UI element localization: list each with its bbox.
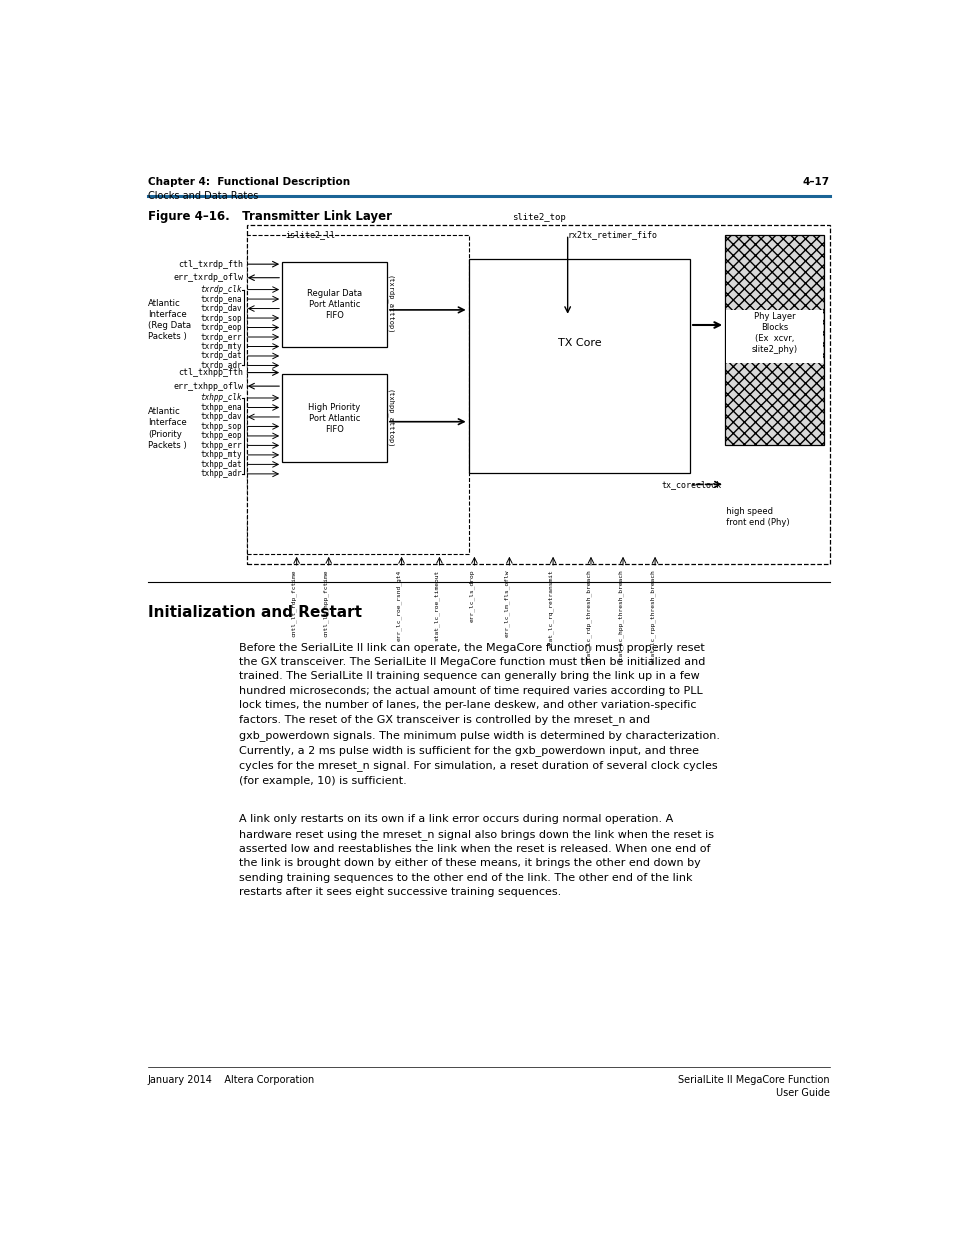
Text: slite2_top: slite2_top <box>511 214 565 222</box>
Text: ctl_txhpp_fth: ctl_txhpp_fth <box>178 368 243 377</box>
Text: Chapter 4:  Functional Description: Chapter 4: Functional Description <box>148 178 350 188</box>
Text: txrdp_adr: txrdp_adr <box>200 361 241 370</box>
Text: ctl_txrdp_fth: ctl_txrdp_fth <box>178 259 243 269</box>
Text: islite2_ll: islite2_ll <box>285 231 335 240</box>
Text: txrdp_clk: txrdp_clk <box>200 285 241 294</box>
Text: A link only restarts on its own if a link error occurs during normal operation. : A link only restarts on its own if a lin… <box>239 814 714 897</box>
Text: txhpp_sop: txhpp_sop <box>200 422 241 431</box>
Text: txrdp_mty: txrdp_mty <box>200 342 241 351</box>
Text: Initialization and Restart: Initialization and Restart <box>148 605 361 620</box>
Text: txrdp_ena: txrdp_ena <box>200 295 241 304</box>
Text: Before the SerialLite II link can operate, the MegaCore function must properly r: Before the SerialLite II link can operat… <box>239 642 720 785</box>
Bar <box>725 310 822 363</box>
Text: stat_lc_hpp_thresh_breach: stat_lc_hpp_thresh_breach <box>617 569 622 663</box>
Text: txhpp_mty: txhpp_mty <box>200 451 241 459</box>
FancyBboxPatch shape <box>247 236 468 553</box>
Text: txhpp_dat: txhpp_dat <box>200 459 241 469</box>
Text: txrdp_err: txrdp_err <box>200 332 241 342</box>
Text: rx2tx_retimer_fifo: rx2tx_retimer_fifo <box>567 231 657 240</box>
Text: stat_lc_roe_timeout: stat_lc_roe_timeout <box>434 569 439 641</box>
Text: stat_lc_rdp_thresh_breach: stat_lc_rdp_thresh_breach <box>585 569 590 663</box>
FancyBboxPatch shape <box>247 225 829 564</box>
Bar <box>468 259 689 473</box>
Bar <box>282 374 387 462</box>
Text: txrdp_sop: txrdp_sop <box>200 314 241 322</box>
Text: (txhpp_atttop): (txhpp_atttop) <box>386 389 393 448</box>
Text: txhpp_err: txhpp_err <box>200 441 241 450</box>
Text: Atlantic
Interface
(Reg Data
Packets ): Atlantic Interface (Reg Data Packets ) <box>148 299 191 341</box>
Text: cntl_lt_hpp_fctime: cntl_lt_hpp_fctime <box>323 569 329 637</box>
Text: Phy Layer
Blocks
(Ex  xcvr,
slite2_phy): Phy Layer Blocks (Ex xcvr, slite2_phy) <box>751 311 797 354</box>
Text: txhpp_clk: txhpp_clk <box>200 394 241 403</box>
Text: txrdp_dav: txrdp_dav <box>200 304 241 312</box>
Text: txrdp_eop: txrdp_eop <box>200 324 241 332</box>
Text: SerialLite II MegaCore Function
User Guide: SerialLite II MegaCore Function User Gui… <box>678 1074 829 1098</box>
Text: Clocks and Data Rates: Clocks and Data Rates <box>148 191 258 201</box>
Text: high speed
  front end (Phy): high speed front end (Phy) <box>720 506 789 526</box>
Text: txhpp_dav: txhpp_dav <box>200 412 241 421</box>
Text: txrdp_dat: txrdp_dat <box>200 352 241 361</box>
Text: stat_lc_rq_retransmit: stat_lc_rq_retransmit <box>547 569 553 648</box>
Text: txhpp_adr: txhpp_adr <box>200 469 241 478</box>
Text: stat_lc_rpp_thresh_breach: stat_lc_rpp_thresh_breach <box>649 569 655 663</box>
Text: Atlantic
Interface
(Priority
Packets ): Atlantic Interface (Priority Packets ) <box>148 408 187 450</box>
Text: cntl_lt_rdp_fctime: cntl_lt_rdp_fctime <box>291 569 296 637</box>
Text: err_lc_ls_drop: err_lc_ls_drop <box>468 569 474 622</box>
Text: TX Core: TX Core <box>557 337 600 348</box>
Text: txhpp_eop: txhpp_eop <box>200 431 241 441</box>
Text: High Priority
Port Atlantic
FIFO: High Priority Port Atlantic FIFO <box>308 403 360 433</box>
Text: err_txhpp_oflw: err_txhpp_oflw <box>173 382 243 390</box>
Text: txhpp_ena: txhpp_ena <box>200 403 241 412</box>
Bar <box>282 263 387 347</box>
Text: Regular Data
Port Atlantic
FIFO: Regular Data Port Atlantic FIFO <box>307 289 362 320</box>
Text: (txrdp_atttop): (txrdp_atttop) <box>386 275 393 335</box>
Text: 4–17: 4–17 <box>802 178 829 188</box>
Text: err_lc_roe_rsnd_gt4: err_lc_roe_rsnd_gt4 <box>395 569 401 641</box>
Text: Figure 4–16.   Transmitter Link Layer: Figure 4–16. Transmitter Link Layer <box>148 210 392 222</box>
Text: January 2014    Altera Corporation: January 2014 Altera Corporation <box>148 1074 314 1084</box>
Bar <box>724 236 823 446</box>
Text: tx_coreclock: tx_coreclock <box>660 480 720 489</box>
Text: err_lc_lm_fls_oflw: err_lc_lm_fls_oflw <box>503 569 509 637</box>
Text: err_txrdp_oflw: err_txrdp_oflw <box>173 273 243 283</box>
